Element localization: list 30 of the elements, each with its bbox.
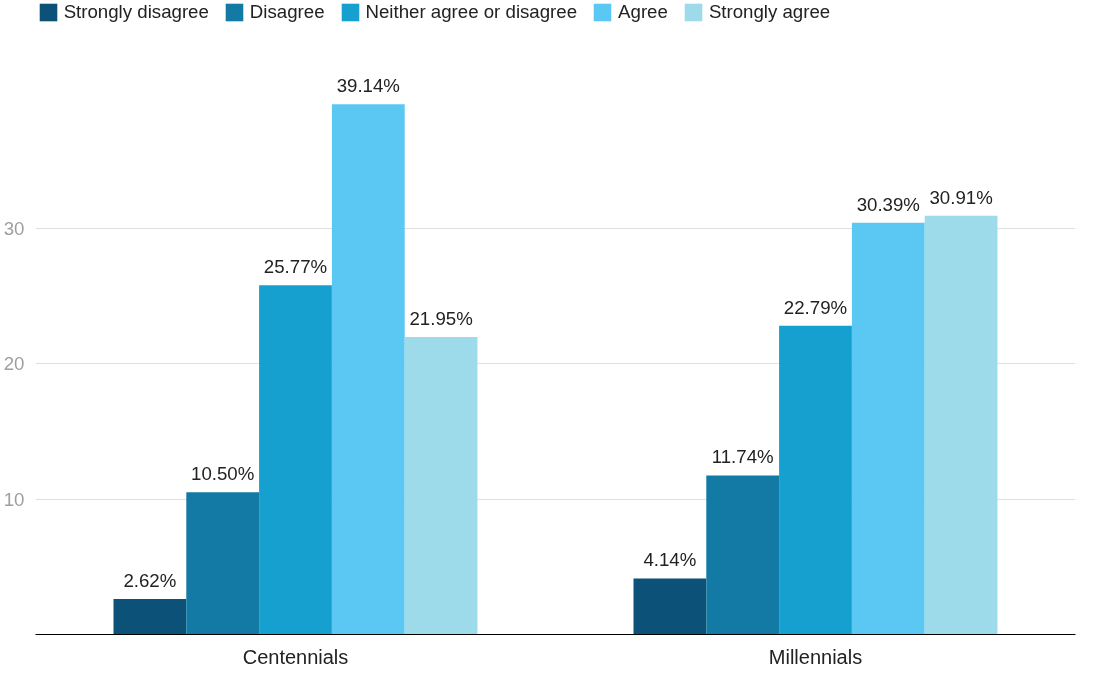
data-label: 39.14% [336, 75, 400, 97]
bar [706, 475, 780, 635]
legend-label: Agree [618, 1, 668, 24]
data-label: 11.74% [711, 446, 774, 468]
bar [331, 104, 405, 635]
bar [779, 325, 852, 635]
bar [186, 492, 260, 635]
legend-label: Strongly agree [708, 1, 831, 24]
x-tick-label: Centennials [242, 645, 349, 668]
y-tick-label: 20 [3, 353, 25, 375]
data-label: 30.39% [856, 193, 920, 215]
y-tick-label: 10 [3, 488, 25, 510]
data-label: 4.14% [643, 549, 697, 571]
legend-label: Neither agree or disagree [365, 1, 578, 24]
data-label: 25.77% [263, 256, 328, 278]
data-label: 21.95% [409, 308, 473, 330]
legend-label: Strongly disagree [63, 1, 209, 24]
data-label: 30.91% [929, 186, 993, 208]
data-label: 2.62% [123, 570, 177, 591]
data-label: 10.50% [191, 463, 255, 485]
bar [259, 285, 332, 635]
x-tick-label: Millennials [768, 645, 863, 668]
bar [924, 215, 998, 635]
bar [404, 337, 478, 635]
bar [851, 222, 925, 635]
data-label: 22.79% [783, 296, 848, 318]
legend-label: Disagree [249, 1, 325, 24]
bar [633, 578, 707, 635]
bar [113, 599, 187, 635]
y-tick-label: 30 [3, 217, 25, 239]
